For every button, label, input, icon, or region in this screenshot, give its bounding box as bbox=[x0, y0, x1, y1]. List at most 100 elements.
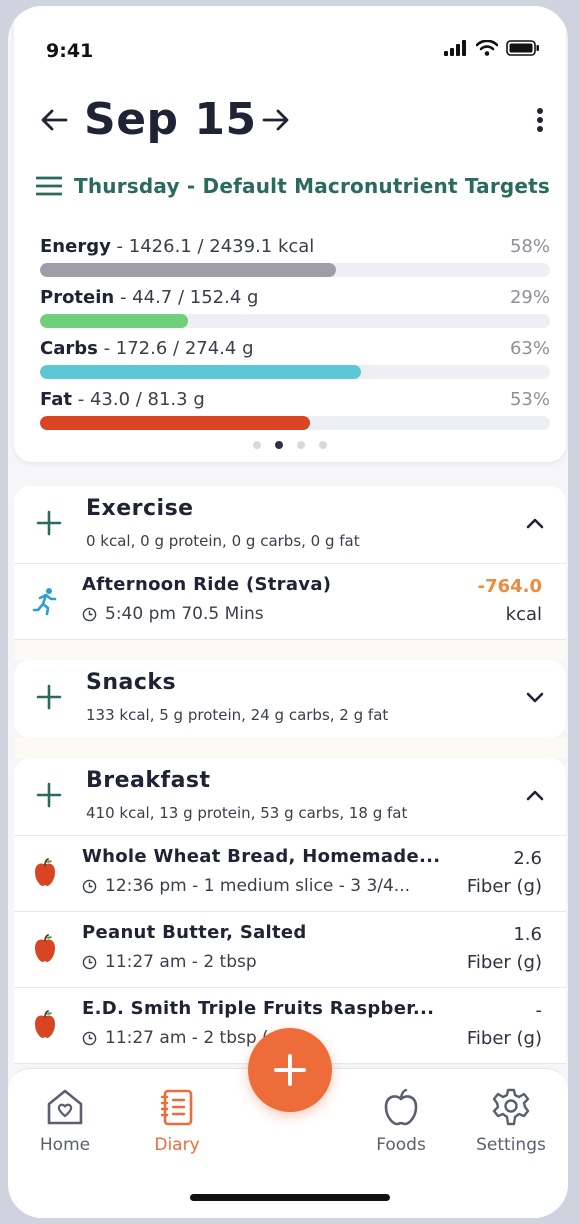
page-dot[interactable] bbox=[319, 441, 327, 449]
chevron-up-icon[interactable] bbox=[524, 784, 546, 806]
section-summary: 133 kcal, 5 g protein, 24 g carbs, 2 g f… bbox=[86, 706, 389, 724]
page-dot[interactable] bbox=[297, 441, 305, 449]
next-day-button[interactable] bbox=[258, 102, 294, 138]
macro-name: Fat bbox=[40, 389, 72, 410]
apple-outline-icon bbox=[384, 1088, 418, 1126]
status-bar: 9:41 bbox=[14, 6, 566, 96]
entry-meta: 5:40 pm 70.5 Mins bbox=[82, 604, 264, 624]
phone-screen: 9:41 bbox=[8, 6, 568, 1218]
macro-percent: 63% bbox=[509, 338, 550, 359]
entry-value: 2.6 bbox=[513, 848, 542, 869]
entry-unit: Fiber (g) bbox=[466, 1028, 542, 1049]
macro-name: Protein bbox=[40, 287, 115, 308]
macro-detail: - 1426.1 / 2439.1 kcal bbox=[110, 236, 315, 257]
more-options-button[interactable] bbox=[526, 102, 554, 138]
entry-unit: Fiber (g) bbox=[466, 952, 542, 973]
food-entry[interactable]: Whole Wheat Bread, Homemade... 12:36 pm … bbox=[14, 836, 566, 912]
apple-icon bbox=[35, 1010, 55, 1038]
add-entry-button[interactable] bbox=[248, 1028, 332, 1112]
macro-detail: - 44.7 / 152.4 g bbox=[114, 287, 259, 308]
wifi-icon bbox=[476, 40, 498, 56]
macro-detail: - 172.6 / 274.4 g bbox=[97, 338, 254, 359]
chevron-up-icon[interactable] bbox=[524, 512, 546, 534]
macro-energy: Energy - 1426.1 / 2439.1 kcal 58% bbox=[40, 236, 550, 277]
date-navigation: Sep 15 bbox=[14, 90, 566, 150]
clock-icon bbox=[82, 607, 97, 621]
entry-meta: 11:27 am - 2 tbsp (...) bbox=[82, 1028, 292, 1048]
section-title: Exercise bbox=[86, 496, 194, 521]
macro-percent: 58% bbox=[509, 236, 550, 257]
targets-selector[interactable]: Thursday - Default Macronutrient Targets bbox=[36, 174, 550, 198]
apple-icon bbox=[35, 858, 55, 886]
section-spacer bbox=[14, 640, 566, 660]
entry-meta-text: 11:27 am - 2 tbsp (...) bbox=[105, 1028, 292, 1048]
food-entry[interactable]: E.D. Smith Triple Fruits Raspber... 11:2… bbox=[14, 988, 566, 1064]
tab-settings[interactable]: Settings bbox=[456, 1087, 566, 1155]
entry-unit: Fiber (g) bbox=[466, 876, 542, 897]
exercise-header[interactable]: Exercise 0 kcal, 0 g protein, 0 g carbs,… bbox=[14, 486, 566, 564]
tab-foods[interactable]: Foods bbox=[346, 1087, 456, 1155]
home-heart-icon bbox=[47, 1089, 83, 1125]
daily-summary-card: 9:41 bbox=[14, 6, 566, 462]
snacks-header[interactable]: Snacks 133 kcal, 5 g protein, 24 g carbs… bbox=[14, 660, 566, 738]
entry-meta-text: 11:27 am - 2 tbsp bbox=[105, 952, 257, 972]
entry-name: Afternoon Ride (Strava) bbox=[82, 574, 332, 595]
macro-protein: Protein - 44.7 / 152.4 g 29% bbox=[40, 287, 550, 328]
section-spacer bbox=[14, 738, 566, 758]
progress-fill bbox=[40, 314, 188, 328]
entry-value: -764.0 bbox=[477, 576, 542, 597]
macro-name: Carbs bbox=[40, 338, 98, 359]
tab-label: Home bbox=[39, 1135, 91, 1155]
running-person-icon bbox=[32, 588, 57, 616]
exercise-entry[interactable]: Afternoon Ride (Strava) 5:40 pm 70.5 Min… bbox=[14, 564, 566, 640]
battery-icon bbox=[506, 40, 539, 56]
snacks-section: Snacks 133 kcal, 5 g protein, 24 g carbs… bbox=[14, 660, 566, 738]
progress-fill bbox=[40, 416, 311, 430]
entry-meta: 12:36 pm - 1 medium slice - 3 3/4... bbox=[82, 876, 410, 896]
progress-track bbox=[40, 314, 550, 328]
gear-icon bbox=[492, 1088, 530, 1126]
more-vertical-icon bbox=[537, 108, 543, 132]
section-summary: 0 kcal, 0 g protein, 0 g carbs, 0 g fat bbox=[86, 532, 360, 550]
plus-icon bbox=[274, 1054, 306, 1086]
progress-track bbox=[40, 263, 550, 277]
entry-meta-text: 12:36 pm - 1 medium slice - 3 3/4... bbox=[105, 876, 411, 896]
macro-percent: 53% bbox=[509, 389, 550, 410]
entry-name: Peanut Butter, Salted bbox=[82, 922, 307, 943]
breakfast-section: Breakfast 410 kcal, 13 g protein, 53 g c… bbox=[14, 758, 566, 1064]
progress-fill bbox=[40, 365, 362, 379]
entry-meta-text: 5:40 pm 70.5 Mins bbox=[105, 604, 264, 624]
clock-icon bbox=[82, 1031, 97, 1045]
targets-label: Thursday - Default Macronutrient Targets bbox=[74, 174, 551, 198]
tab-label: Settings bbox=[476, 1135, 546, 1155]
entry-unit: kcal bbox=[505, 604, 542, 625]
previous-day-button[interactable] bbox=[36, 102, 72, 138]
page-indicator[interactable] bbox=[14, 441, 566, 449]
macro-carbs: Carbs - 172.6 / 274.4 g 63% bbox=[40, 338, 550, 379]
entry-value: 1.6 bbox=[513, 924, 542, 945]
chevron-down-icon[interactable] bbox=[524, 686, 546, 708]
tab-home[interactable]: Home bbox=[10, 1087, 120, 1155]
food-entry[interactable]: Peanut Butter, Salted 11:27 am - 2 tbsp … bbox=[14, 912, 566, 988]
page-dot[interactable] bbox=[275, 441, 283, 449]
arrow-left-icon bbox=[41, 109, 68, 131]
macro-detail: - 43.0 / 81.3 g bbox=[72, 389, 205, 410]
tab-label: Foods bbox=[376, 1135, 426, 1155]
exercise-section: Exercise 0 kcal, 0 g protein, 0 g carbs,… bbox=[14, 486, 566, 640]
entry-name: E.D. Smith Triple Fruits Raspber... bbox=[82, 998, 435, 1019]
page-dot[interactable] bbox=[253, 441, 261, 449]
apple-icon bbox=[35, 934, 55, 962]
add-snack-icon[interactable] bbox=[36, 684, 62, 710]
progress-track bbox=[40, 365, 550, 379]
add-breakfast-icon[interactable] bbox=[36, 782, 62, 808]
arrow-right-icon bbox=[262, 109, 289, 131]
progress-fill bbox=[40, 263, 336, 277]
breakfast-header[interactable]: Breakfast 410 kcal, 13 g protein, 53 g c… bbox=[14, 758, 566, 836]
section-summary: 410 kcal, 13 g protein, 53 g carbs, 18 g… bbox=[86, 804, 408, 822]
tab-diary[interactable]: Diary bbox=[122, 1087, 232, 1155]
add-exercise-icon[interactable] bbox=[36, 510, 62, 536]
macro-percent: 29% bbox=[509, 287, 550, 308]
clock-icon bbox=[82, 879, 97, 893]
diary-notebook-icon bbox=[160, 1089, 193, 1126]
entry-name: Whole Wheat Bread, Homemade... bbox=[82, 846, 441, 867]
